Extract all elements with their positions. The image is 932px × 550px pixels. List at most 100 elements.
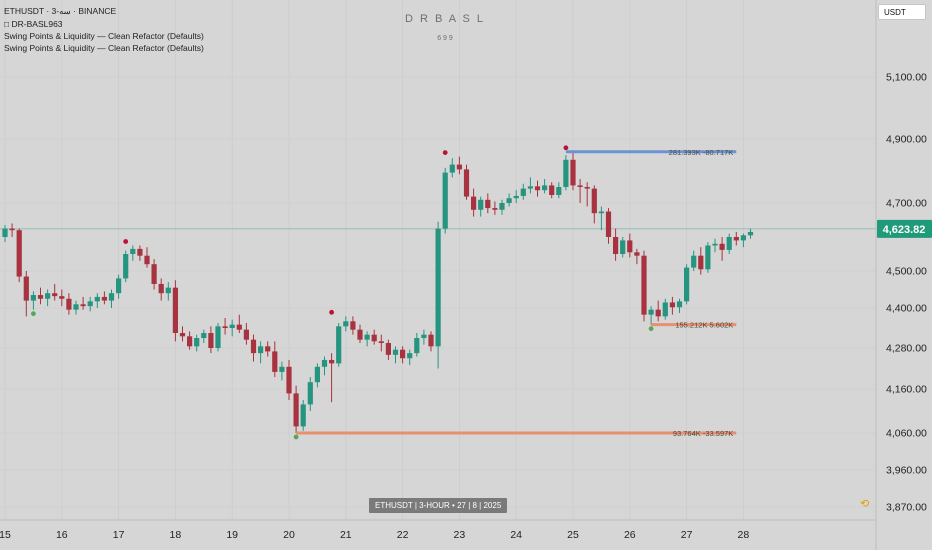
candle-body: [605, 211, 612, 237]
time-tick-label: 21: [340, 529, 352, 541]
last-price-badge: [877, 219, 932, 238]
candle-body: [740, 235, 746, 241]
candle-body: [23, 276, 29, 301]
candle-body: [59, 296, 65, 299]
candle-body: [314, 366, 320, 383]
price-tick-label: 4,900.00: [886, 134, 927, 146]
indicator-line-2[interactable]: Swing Points & Liquidity — Clean Refacto…: [4, 31, 204, 41]
candle-body: [2, 228, 8, 237]
price-tick-label: 3,870.00: [886, 502, 927, 514]
candle-body: [108, 293, 115, 301]
candle-body: [286, 366, 292, 394]
candle-body: [598, 211, 604, 214]
price-tick-label: 4,060.00: [886, 428, 927, 440]
candle-body: [456, 164, 462, 170]
candle-body: [676, 301, 683, 308]
logo-icon[interactable]: ⟲: [860, 498, 870, 510]
currency-button[interactable]: USDT: [878, 4, 926, 20]
candle-body: [463, 169, 470, 197]
candle-body: [307, 382, 313, 405]
candle-body: [151, 264, 157, 284]
candle-body: [442, 172, 448, 229]
price-tick-label: 4,280.00: [886, 343, 927, 355]
liquidity-label: 155.212K 5.602K: [675, 321, 733, 330]
candle-body: [179, 333, 186, 337]
time-tick-label: 20: [283, 529, 295, 541]
candle-body: [215, 326, 221, 348]
candle-body: [648, 309, 654, 315]
candle-body: [669, 302, 675, 308]
candle-body: [520, 188, 526, 196]
candle-body: [321, 359, 328, 367]
candle-body: [705, 245, 711, 270]
candle-body: [428, 334, 434, 347]
indicator-line-1[interactable]: □ DR-BASL963: [4, 19, 63, 29]
candle-body: [591, 188, 597, 214]
liquidity-label: 93.764K -33.597K: [673, 429, 733, 438]
price-tick-label: 4,160.00: [886, 384, 927, 396]
last-price-label: 4,623.82: [883, 224, 926, 236]
candle-body: [350, 321, 356, 330]
price-axis-background: [876, 0, 932, 550]
time-tick-label: 18: [170, 529, 182, 541]
candle-body: [87, 301, 93, 307]
candle-body: [506, 198, 512, 203]
candle-body: [378, 341, 384, 343]
candle-body: [293, 393, 299, 427]
candle-body: [194, 338, 200, 347]
candle-body: [272, 351, 278, 372]
candle-body: [584, 187, 590, 189]
candle-body: [222, 326, 228, 328]
candle-body: [655, 309, 661, 317]
candle-body: [577, 185, 583, 187]
candle-body: [747, 231, 754, 236]
candle-body: [158, 283, 164, 294]
time-tick-label: 24: [510, 529, 522, 541]
swing-low-dot: [648, 326, 654, 332]
candle-body: [52, 293, 58, 297]
watermark-title: D R B A S L: [404, 13, 486, 25]
candle-body: [662, 302, 668, 317]
candle-body: [201, 333, 207, 338]
symbol-line[interactable]: ETHUSDT · 3-سه · BINANCE: [4, 6, 117, 16]
candle-body: [485, 199, 491, 209]
candle-body: [73, 304, 79, 310]
time-tick-label: 16: [56, 529, 68, 541]
candle-body: [478, 199, 484, 210]
candle-body: [634, 252, 640, 256]
candle-body: [733, 237, 739, 241]
candle-body: [137, 248, 143, 256]
candle-body: [613, 237, 619, 254]
candle-body: [66, 298, 72, 310]
candle-body: [400, 349, 406, 359]
candle-body: [556, 187, 562, 195]
candle-body: [123, 254, 129, 279]
candle-body: [449, 164, 455, 173]
candle-body: [336, 326, 342, 364]
candle-body: [116, 278, 122, 294]
candle-body: [407, 353, 413, 359]
candle-body: [641, 255, 647, 315]
candle-body: [236, 324, 242, 330]
candle-body: [30, 295, 36, 301]
price-tick-label: 3,960.00: [886, 465, 927, 477]
time-tick-label: 27: [681, 529, 693, 541]
time-tick-label: 17: [113, 529, 125, 541]
indicator-line-3[interactable]: Swing Points & Liquidity — Clean Refacto…: [4, 43, 204, 53]
candle-body: [94, 296, 100, 302]
candle-body: [534, 186, 541, 191]
swing-high-dot: [329, 309, 334, 315]
candle-body: [165, 287, 171, 294]
candle-body: [392, 349, 399, 355]
candle-body: [243, 329, 249, 340]
candle-body: [527, 186, 533, 189]
candle-body: [620, 240, 626, 254]
candle-body: [492, 208, 498, 210]
candle-body: [719, 243, 725, 250]
symbol-date-label: ETHUSDT | 3-HOUR • 27 | 8 | 2025: [369, 498, 508, 513]
candle-body: [712, 243, 718, 246]
swing-low-dot: [31, 311, 36, 317]
